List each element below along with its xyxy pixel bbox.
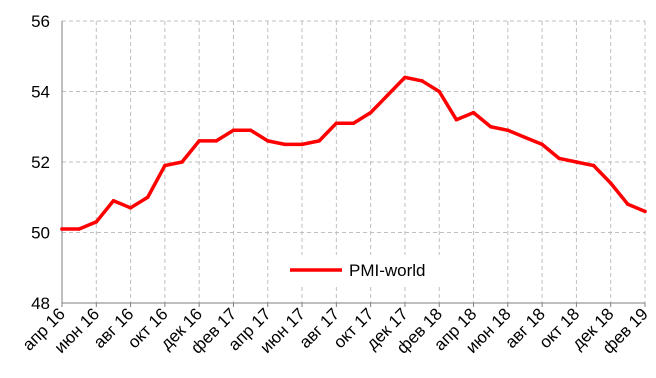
data-point bbox=[420, 79, 424, 83]
data-point bbox=[317, 139, 321, 143]
legend-label: PMI-world bbox=[349, 261, 426, 280]
data-point bbox=[471, 110, 476, 115]
data-point bbox=[574, 160, 579, 164]
data-point bbox=[523, 135, 527, 140]
data-point bbox=[368, 110, 373, 115]
data-point bbox=[608, 181, 613, 185]
data-point bbox=[94, 220, 99, 224]
y-tick-label: 56 bbox=[31, 12, 50, 31]
y-tick-label: 48 bbox=[31, 294, 50, 313]
data-point bbox=[111, 199, 116, 203]
data-point bbox=[437, 89, 441, 94]
data-point bbox=[506, 128, 510, 133]
y-tick-labels: 48 50 52 54 56 bbox=[31, 12, 50, 313]
data-point bbox=[540, 142, 544, 147]
data-point bbox=[180, 160, 184, 164]
data-point bbox=[128, 206, 133, 210]
y-tick-label: 52 bbox=[31, 153, 50, 172]
data-point bbox=[626, 202, 630, 207]
legend: PMI-world bbox=[276, 255, 452, 285]
data-point bbox=[248, 128, 253, 133]
y-tick-label: 54 bbox=[31, 83, 50, 102]
data-point bbox=[403, 75, 407, 80]
data-point bbox=[488, 125, 493, 129]
data-point bbox=[145, 195, 150, 199]
data-point bbox=[231, 128, 236, 133]
data-point bbox=[197, 139, 201, 143]
data-point bbox=[163, 163, 167, 168]
series-layer bbox=[60, 75, 647, 231]
data-point bbox=[591, 163, 596, 168]
data-point bbox=[454, 117, 459, 122]
axes bbox=[61, 21, 646, 307]
data-point bbox=[77, 227, 81, 231]
data-point bbox=[643, 209, 647, 214]
data-point bbox=[300, 142, 304, 147]
data-point bbox=[351, 121, 356, 125]
data-point bbox=[386, 93, 390, 97]
data-point bbox=[214, 139, 219, 143]
data-point bbox=[266, 139, 270, 143]
data-point bbox=[283, 142, 287, 147]
data-point bbox=[334, 121, 339, 125]
data-point bbox=[60, 227, 64, 231]
series-line bbox=[60, 75, 647, 231]
y-tick-label: 50 bbox=[31, 224, 50, 243]
data-point bbox=[557, 156, 562, 161]
